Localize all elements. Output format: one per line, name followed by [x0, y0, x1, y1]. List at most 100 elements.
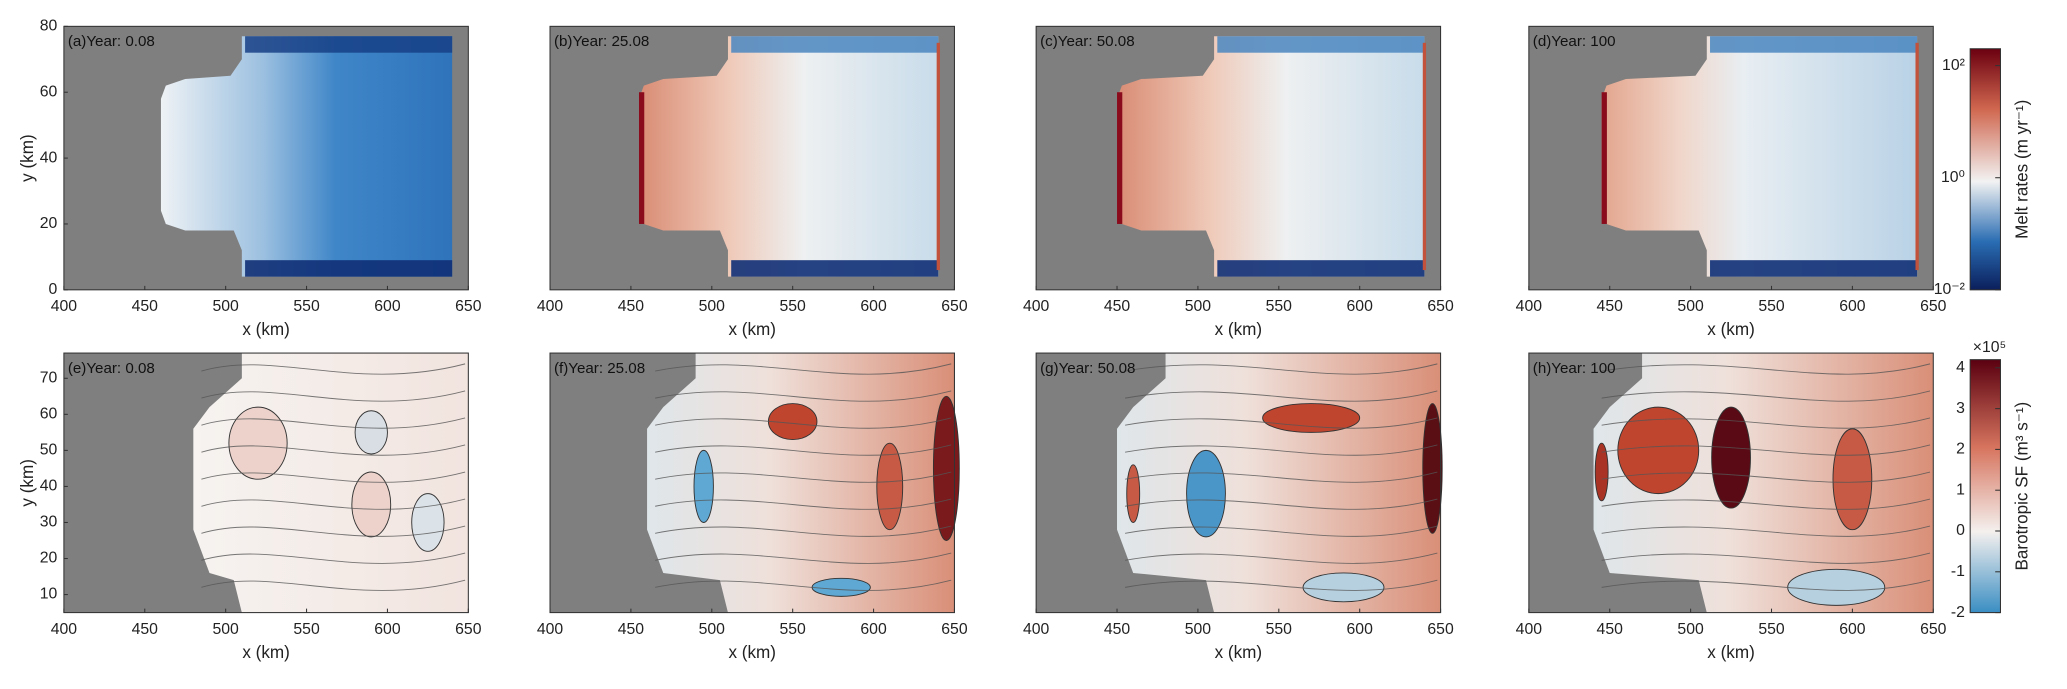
colorbar-tick-label: 0	[1956, 522, 1965, 539]
colorbar-tick-label: 10²	[1942, 57, 1965, 74]
ice-shelf-field	[1117, 36, 1425, 277]
x-tick-label: 650	[1427, 298, 1454, 315]
streamline	[1125, 525, 1438, 537]
sf-field	[1117, 353, 1441, 613]
colorbar-tick-label: 3	[1956, 400, 1965, 417]
streamline	[1125, 471, 1438, 483]
x-tick-label: 550	[779, 621, 806, 638]
band	[245, 36, 453, 53]
plot-frame	[63, 352, 469, 614]
x-tick-label: 450	[618, 621, 645, 638]
streamline	[1601, 579, 1931, 591]
sf-field	[647, 353, 955, 613]
edge	[936, 42, 940, 271]
streamline	[1601, 471, 1931, 483]
x-tick-label: 550	[1266, 621, 1293, 638]
streamline	[1125, 417, 1438, 429]
x-tick-label: 450	[1104, 298, 1131, 315]
x-tick-label: 550	[1758, 621, 1785, 638]
x-tick-label: 600	[1839, 621, 1866, 638]
sf-blob	[932, 395, 960, 541]
x-axis-label: x (km)	[1707, 320, 1755, 339]
sf-blob	[693, 449, 714, 523]
x-tick-label: 650	[941, 621, 968, 638]
panel-title: (f)Year: 25.08	[554, 360, 645, 377]
x-tick-label: 450	[1597, 298, 1624, 315]
streamline	[1125, 444, 1438, 456]
x-tick-label: 500	[699, 298, 726, 315]
plot-frame	[1035, 352, 1442, 614]
panel-title: (h)Year: 100	[1533, 360, 1616, 377]
panel-title: (g)Year: 50.08	[1040, 360, 1135, 377]
x-tick-label: 600	[860, 621, 887, 638]
streamline	[1601, 498, 1931, 510]
y-tick-label: 70	[40, 369, 58, 386]
sf-blob	[228, 406, 288, 480]
streamline	[201, 417, 466, 429]
x-tick-label: 550	[293, 621, 320, 638]
ice-shelf-field	[638, 36, 939, 277]
panel-title: (e)Year: 0.08	[68, 360, 155, 377]
colorbar	[1969, 359, 2001, 614]
streamline	[1125, 579, 1438, 591]
x-tick-label: 600	[1347, 621, 1374, 638]
x-tick-label: 550	[1266, 298, 1293, 315]
x-tick-label: 400	[537, 298, 564, 315]
x-axis-label: x (km)	[242, 320, 290, 339]
y-tick-label: 10	[40, 586, 58, 603]
y-tick-label: 30	[40, 514, 58, 531]
colorbar-tick-label: 2	[1956, 441, 1965, 458]
panel-title: (c)Year: 50.08	[1040, 33, 1135, 50]
x-tick-label: 400	[51, 298, 78, 315]
x-tick-label: 650	[1427, 621, 1454, 638]
colorbar-tick-label: -1	[1951, 563, 1965, 580]
streamline	[201, 525, 466, 537]
streamline	[1125, 363, 1438, 375]
plot-frame	[549, 352, 955, 614]
x-tick-label: 600	[860, 298, 887, 315]
sf-blob	[411, 493, 445, 552]
x-tick-label: 550	[293, 298, 320, 315]
x-tick-label: 650	[941, 298, 968, 315]
sf-blob	[1422, 403, 1443, 534]
streamline	[201, 390, 466, 402]
x-tick-label: 500	[1677, 621, 1704, 638]
edge	[638, 92, 645, 224]
x-tick-label: 450	[132, 298, 159, 315]
x-tick-label: 500	[699, 621, 726, 638]
colorbar-tick-label: 10⁰	[1941, 169, 1965, 186]
streamline	[655, 417, 952, 429]
sf-blob	[1186, 449, 1226, 538]
streamline	[201, 471, 466, 483]
x-tick-label: 500	[1677, 298, 1704, 315]
x-axis-label: x (km)	[242, 643, 290, 662]
sf-blob	[1832, 428, 1873, 531]
x-tick-label: 400	[1023, 621, 1050, 638]
panel-title: (b)Year: 25.08	[554, 33, 649, 50]
colorbar-label: Barotropic SF (m³ s⁻¹)	[2012, 402, 2031, 571]
y-tick-label: 80	[40, 18, 58, 35]
streamline	[1601, 390, 1931, 402]
x-tick-label: 500	[212, 621, 239, 638]
x-tick-label: 400	[1023, 298, 1050, 315]
x-tick-label: 450	[132, 621, 159, 638]
x-tick-label: 650	[455, 298, 482, 315]
y-tick-label: 40	[40, 149, 58, 166]
plot-frame	[1528, 352, 1934, 614]
x-tick-label: 550	[779, 298, 806, 315]
streamline	[655, 444, 952, 456]
edge	[1422, 42, 1427, 271]
y-axis-label: y (km)	[18, 459, 37, 507]
streamline	[201, 498, 466, 510]
sf-blob	[811, 577, 871, 597]
x-tick-label: 600	[374, 621, 401, 638]
sf-blob	[1787, 568, 1886, 606]
streamline	[655, 525, 952, 537]
plot-frame	[549, 25, 955, 291]
colorbar-tick-label: 4	[1956, 359, 1965, 376]
x-tick-label: 500	[1185, 621, 1212, 638]
x-tick-label: 400	[1516, 298, 1543, 315]
x-axis-label: x (km)	[1215, 643, 1263, 662]
y-tick-label: 60	[40, 83, 58, 100]
